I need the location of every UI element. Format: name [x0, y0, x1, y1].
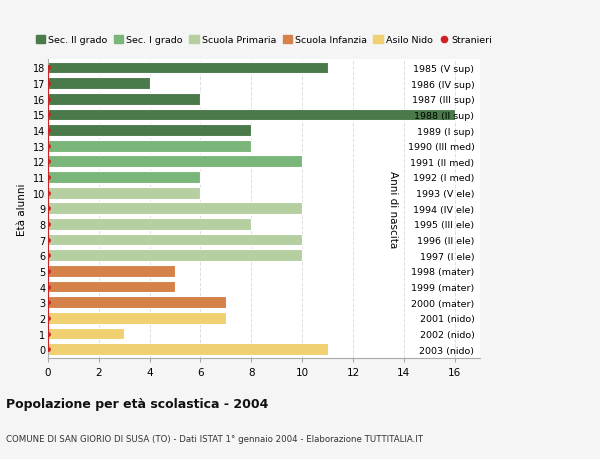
Bar: [48, 218, 251, 230]
Bar: [48, 140, 251, 152]
Bar: [48, 94, 200, 106]
Bar: [48, 78, 149, 90]
Bar: [48, 109, 455, 121]
Text: Popolazione per età scolastica - 2004: Popolazione per età scolastica - 2004: [6, 397, 268, 410]
Y-axis label: Anni di nascita: Anni di nascita: [388, 170, 398, 247]
Bar: [48, 281, 175, 293]
Bar: [48, 172, 200, 184]
Bar: [48, 234, 302, 246]
Bar: [48, 62, 328, 74]
Legend: Sec. II grado, Sec. I grado, Scuola Primaria, Scuola Infanzia, Asilo Nido, Stran: Sec. II grado, Sec. I grado, Scuola Prim…: [32, 32, 496, 49]
Bar: [48, 156, 302, 168]
Bar: [48, 297, 226, 308]
Bar: [48, 328, 124, 340]
Text: COMUNE DI SAN GIORIO DI SUSA (TO) - Dati ISTAT 1° gennaio 2004 - Elaborazione TU: COMUNE DI SAN GIORIO DI SUSA (TO) - Dati…: [6, 434, 423, 443]
Y-axis label: Età alunni: Età alunni: [17, 183, 27, 235]
Bar: [48, 125, 251, 137]
Bar: [48, 250, 302, 262]
Bar: [48, 187, 200, 199]
Bar: [48, 344, 328, 355]
Bar: [48, 312, 226, 324]
Bar: [48, 203, 302, 215]
Bar: [48, 265, 175, 277]
